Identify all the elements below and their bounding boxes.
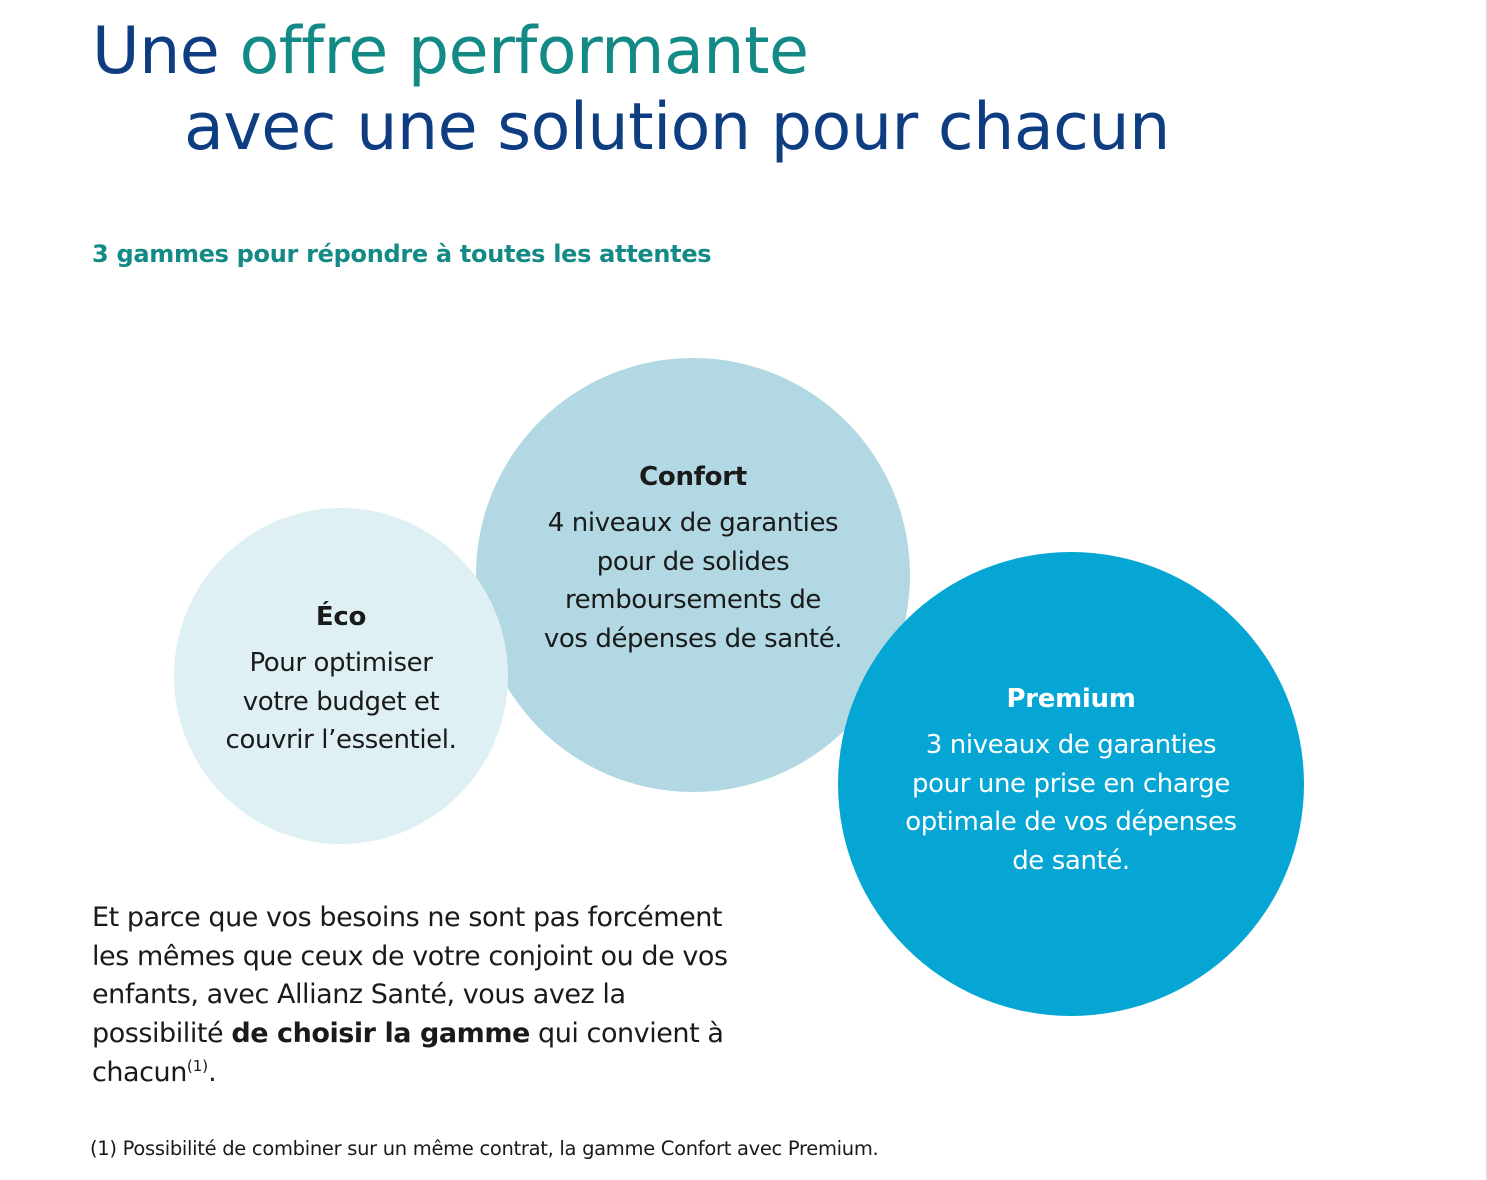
- title-part-une: Une: [92, 14, 240, 89]
- body-text-bold: de choisir la gamme: [231, 1018, 530, 1050]
- title-line-2: avec une solution pour chacun: [184, 90, 1170, 165]
- range-title-confort: Confort: [639, 462, 747, 492]
- range-circle-premium: Premium 3 niveaux de garanties pour une …: [838, 552, 1304, 1016]
- range-title-premium: Premium: [1006, 684, 1136, 714]
- body-text-end: .: [208, 1056, 217, 1088]
- range-circle-eco: Éco Pour optimiser votre budget et couvr…: [174, 508, 508, 844]
- range-text-premium: 3 niveaux de garanties pour une prise en…: [905, 730, 1237, 876]
- footnote: (1) Possibilité de combiner sur un même …: [90, 1137, 879, 1160]
- title-part-offre: offre performante: [239, 14, 809, 89]
- body-paragraph: Et parce que vos besoins ne sont pas for…: [92, 899, 752, 1096]
- range-text-confort: 4 niveaux de garanties pour de solides r…: [543, 508, 843, 654]
- range-title-eco: Éco: [315, 602, 367, 632]
- page-title: Une offre performante avec une solution …: [92, 14, 1170, 166]
- range-circle-confort: Confort 4 niveaux de garanties pour de s…: [476, 358, 910, 792]
- body-text-part-2: qui convient à chacun: [92, 1018, 724, 1088]
- body-text-part-1: Et parce que vos besoins ne sont pas for…: [92, 902, 728, 1050]
- title-line-1: Une offre performante: [92, 14, 1170, 90]
- section-subtitle: 3 gammes pour répondre à toutes les atte…: [92, 240, 712, 268]
- range-text-eco: Pour optimiser votre budget et couvrir l…: [225, 648, 457, 755]
- footnote-reference: (1): [186, 1056, 209, 1075]
